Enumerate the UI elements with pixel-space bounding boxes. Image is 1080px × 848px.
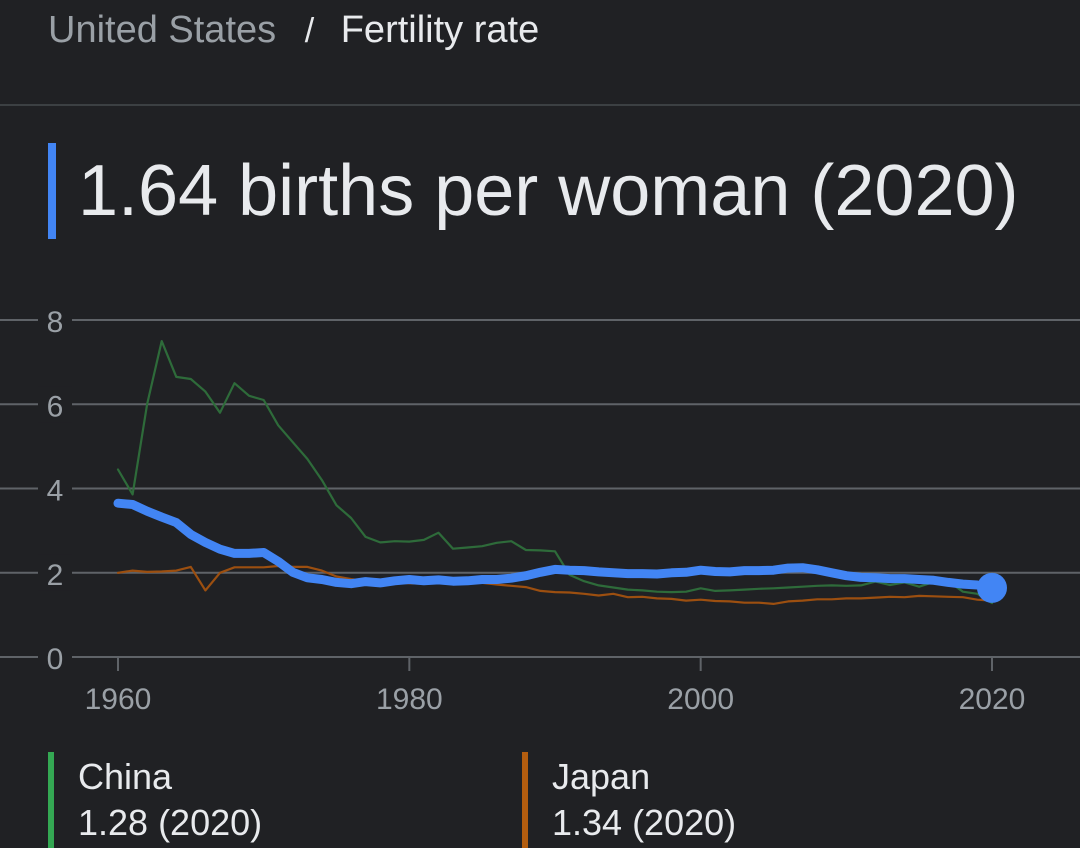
y-tick-label: 4 [47, 475, 64, 508]
x-tick-label: 2020 [959, 683, 1026, 716]
series-endpoint-marker[interactable] [977, 572, 1007, 603]
legend-name-china: China [78, 756, 173, 797]
y-tick-label-background [38, 302, 72, 338]
breadcrumb-current-page: Fertility rate [340, 9, 540, 51]
y-tick-label: 6 [47, 390, 64, 423]
legend-item-china[interactable]: China 1.28 (2020) [48, 752, 468, 848]
y-tick-label: 2 [47, 559, 64, 592]
y-tick-label-background [38, 554, 72, 591]
header-divider [0, 104, 1080, 106]
headline-value: 1.64 births per woman (2020) [78, 151, 1019, 231]
legend-color-bar-japan [522, 752, 528, 848]
y-tick-label: 0 [47, 643, 64, 676]
chart-tick-labels: 0 2 4 6 8 1960 1980 2000 2020 [38, 302, 1025, 716]
x-tick-label: 1980 [376, 683, 443, 716]
legend-value-china: 1.28 (2020) [78, 802, 263, 843]
series-line-united-states [113, 498, 997, 593]
y-tick-label-background [38, 470, 72, 507]
series-line-japan [116, 564, 994, 605]
y-tick-label-background [38, 386, 72, 423]
headline-accent-bar [48, 143, 56, 239]
y-tick-label-background [38, 639, 72, 675]
legend-color-bar-china [48, 752, 54, 848]
legend-name-japan: Japan [552, 756, 651, 797]
chart-markers [977, 572, 1007, 603]
breadcrumb-country-link[interactable]: United States [48, 9, 277, 51]
chart-series [113, 340, 997, 605]
x-tick-label: 1960 [85, 683, 152, 716]
y-tick-label: 8 [47, 306, 64, 339]
chart-gridlines [0, 319, 1080, 671]
breadcrumb-separator: / [304, 12, 315, 50]
legend-value-japan: 1.34 (2020) [552, 802, 737, 843]
breadcrumb: United States / Fertility rate [48, 8, 539, 53]
series-line-china [116, 340, 994, 605]
legend-item-japan[interactable]: Japan 1.34 (2020) [522, 752, 942, 848]
fertility-line-chart[interactable]: 0 2 4 6 8 1960 1980 2000 2020 [0, 290, 1080, 730]
x-tick-label: 2000 [667, 683, 734, 716]
